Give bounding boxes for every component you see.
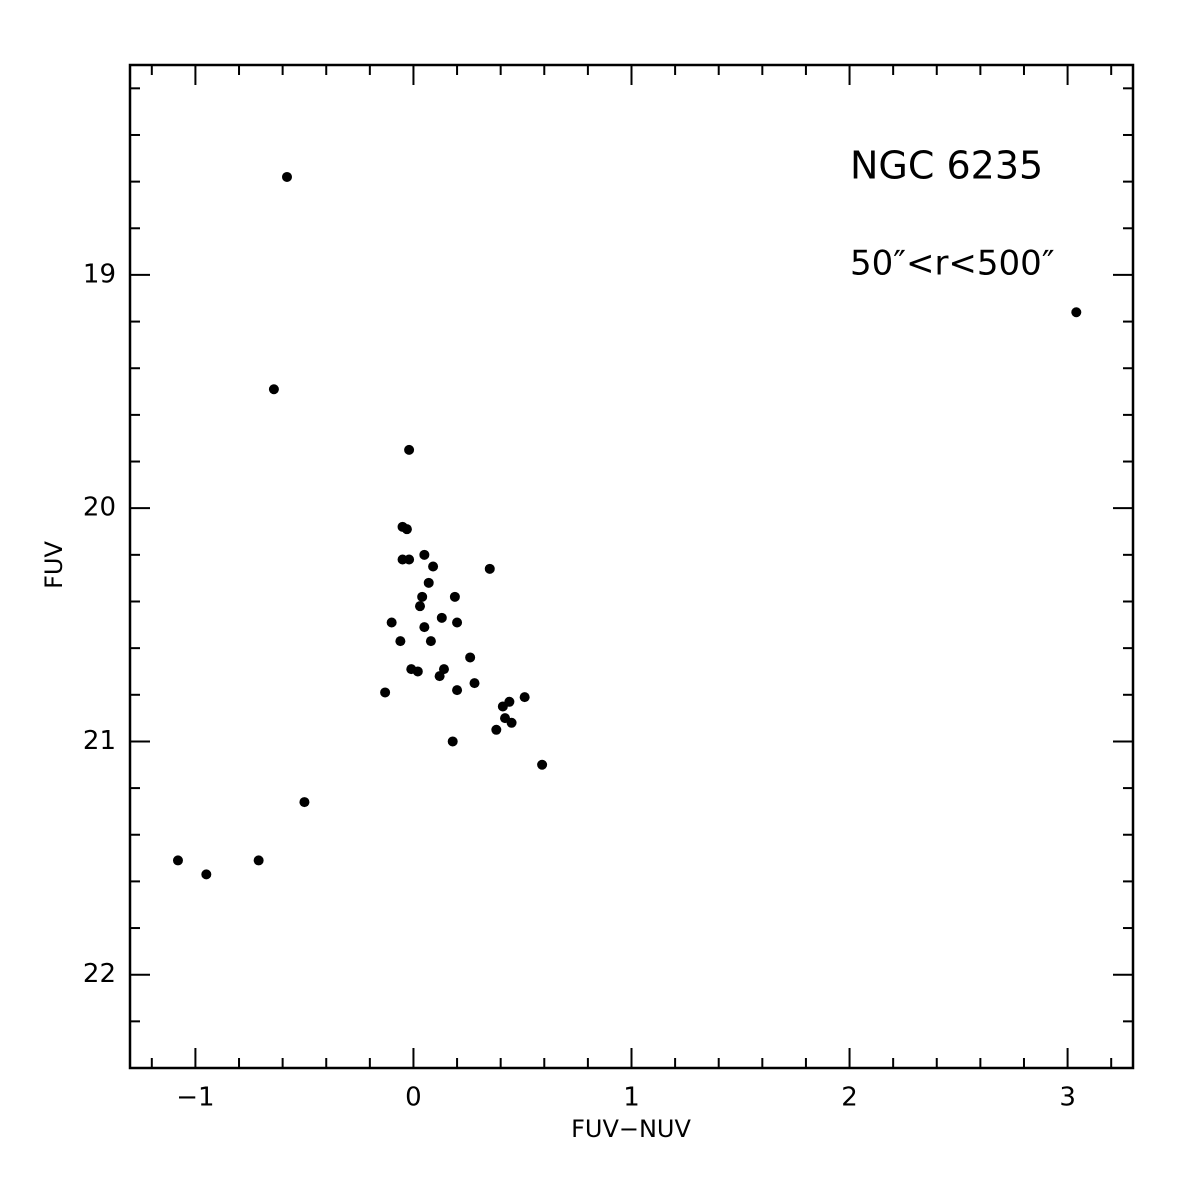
x-tick-label: 3 xyxy=(1059,1083,1076,1113)
point xyxy=(434,671,445,682)
point xyxy=(253,855,264,866)
x-tick-label: 0 xyxy=(405,1083,422,1113)
point xyxy=(506,717,517,728)
point xyxy=(404,444,415,455)
y-tick-label: 21 xyxy=(83,726,116,756)
point xyxy=(452,617,463,628)
point xyxy=(449,591,460,602)
point xyxy=(412,666,423,677)
point xyxy=(425,636,436,647)
chart-title: NGC 6235 xyxy=(850,144,1043,188)
chart-subtitle: 50″<r<500″ xyxy=(850,244,1055,284)
point xyxy=(419,622,430,633)
point xyxy=(419,549,430,560)
point xyxy=(395,636,406,647)
x-tick-label: 1 xyxy=(623,1083,640,1113)
point xyxy=(417,591,428,602)
point xyxy=(469,678,480,689)
x-tick-label: −1 xyxy=(176,1083,214,1113)
point xyxy=(423,577,434,588)
point xyxy=(404,554,415,565)
y-tick-label: 20 xyxy=(83,493,116,523)
point xyxy=(447,736,458,747)
point xyxy=(380,687,391,698)
x-tick-label: 2 xyxy=(841,1083,858,1113)
point xyxy=(172,855,183,866)
point xyxy=(497,701,508,712)
point xyxy=(201,869,212,880)
point xyxy=(299,797,310,808)
point xyxy=(281,171,292,182)
x-axis-label: FUV−NUV xyxy=(571,1115,691,1143)
point xyxy=(537,759,548,770)
point xyxy=(436,612,447,623)
point xyxy=(1071,307,1082,318)
point xyxy=(519,692,530,703)
y-tick-label: 22 xyxy=(83,959,116,989)
point xyxy=(465,652,476,663)
point xyxy=(491,724,502,735)
y-axis-label: FUV xyxy=(40,541,68,589)
point xyxy=(452,685,463,696)
point xyxy=(268,384,279,395)
point xyxy=(386,617,397,628)
point xyxy=(428,561,439,572)
point xyxy=(401,524,412,535)
point xyxy=(484,563,495,574)
plot-frame xyxy=(128,63,1135,1070)
y-tick-label: 19 xyxy=(83,259,116,289)
point xyxy=(414,601,425,612)
